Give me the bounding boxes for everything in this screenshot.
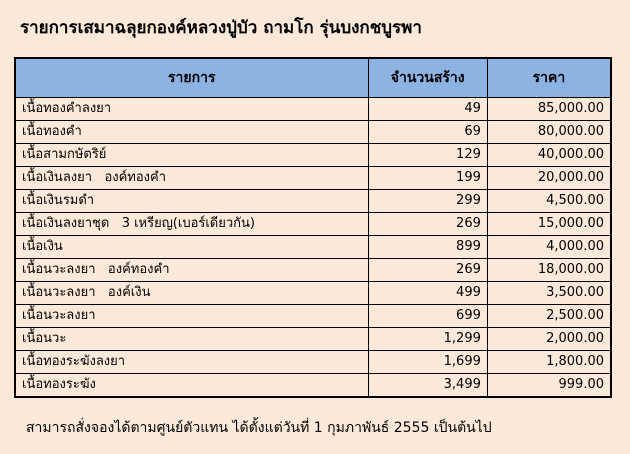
item-cell: เนื้อนวะลงยา องค์เงิน [14,281,369,305]
price-cell: 999.00 [486,373,612,398]
item-cell: เนื้อทองระฆังลงยา [14,350,369,374]
price-cell: 4,000.00 [486,235,612,259]
price-cell: 85,000.00 [486,97,612,121]
item-cell: เนื้อสามกษัตริย์ [14,143,369,167]
footer-note: สามารถสั่งจองได้ตามศูนย์ตัวแทน ได้ตั้งแต… [26,420,492,436]
price-cell: 20,000.00 [486,166,612,190]
header-price: ราคา [486,57,612,98]
table-row: เนื้อทองระฆัง 3,499 999.00 [14,373,612,398]
table-row: เนื้อเงินรมดำ 299 4,500.00 [14,189,612,213]
item-cell: เนื้อนวะลงยา [14,304,369,328]
header-item: รายการ [14,57,369,98]
table-row: เนื้อเงิน 899 4,000.00 [14,235,612,259]
qty-cell: 499 [367,281,488,305]
item-cell: เนื้อทองคำลงยา [14,97,369,121]
qty-cell: 1,299 [367,327,488,351]
item-cell: เนื้อทองคำ [14,120,369,144]
price-cell: 1,800.00 [486,350,612,374]
table-row: เนื้อนวะลงยา องค์ทองคำ 269 18,000.00 [14,258,612,282]
table-row: เนื้อนวะ 1,299 2,000.00 [14,327,612,351]
item-cell: เนื้อนวะลงยา องค์ทองคำ [14,258,369,282]
qty-cell: 49 [367,97,488,121]
table-row: เนื้อสามกษัตริย์ 129 40,000.00 [14,143,612,167]
qty-cell: 269 [367,258,488,282]
price-cell: 80,000.00 [486,120,612,144]
table-row: เนื้อนวะลงยา องค์เงิน 499 3,500.00 [14,281,612,305]
header-qty: จำนวนสร้าง [367,57,488,98]
qty-cell: 899 [367,235,488,259]
item-cell: เนื้อเงิน [14,235,369,259]
price-cell: 40,000.00 [486,143,612,167]
item-cell: เนื้อนวะ [14,327,369,351]
header-row: รายการ จำนวนสร้าง ราคา [14,57,612,98]
page-title: รายการเสมาฉลุยกองค์หลวงปู่บัว ถามโก รุ่น… [20,18,422,38]
price-cell: 3,500.00 [486,281,612,305]
item-cell: เนื้อเงินลงยา องค์ทองคำ [14,166,369,190]
price-table: รายการ จำนวนสร้าง ราคา เนื้อทองคำลงยา 49 8… [14,57,612,398]
item-cell: เนื้อเงินรมดำ [14,189,369,213]
qty-cell: 699 [367,304,488,328]
price-cell: 2,000.00 [486,327,612,351]
price-cell: 4,500.00 [486,189,612,213]
qty-cell: 299 [367,189,488,213]
table-row: เนื้อทองระฆังลงยา 1,699 1,800.00 [14,350,612,374]
table-row: เนื้อเงินลงยา องค์ทองคำ 199 20,000.00 [14,166,612,190]
qty-cell: 1,699 [367,350,488,374]
table-row: เนื้อเงินลงยาชุด 3 เหรียญ(เบอร์เดียวกัน)… [14,212,612,236]
qty-cell: 69 [367,120,488,144]
item-cell: เนื้อทองระฆัง [14,373,369,398]
price-cell: 15,000.00 [486,212,612,236]
qty-cell: 129 [367,143,488,167]
item-cell: เนื้อเงินลงยาชุด 3 เหรียญ(เบอร์เดียวกัน) [14,212,369,236]
price-cell: 18,000.00 [486,258,612,282]
qty-cell: 199 [367,166,488,190]
qty-cell: 269 [367,212,488,236]
qty-cell: 3,499 [367,373,488,398]
table-row: เนื้อนวะลงยา 699 2,500.00 [14,304,612,328]
table-row: เนื้อทองคำลงยา 49 85,000.00 [14,97,612,121]
price-cell: 2,500.00 [486,304,612,328]
table-row: เนื้อทองคำ 69 80,000.00 [14,120,612,144]
